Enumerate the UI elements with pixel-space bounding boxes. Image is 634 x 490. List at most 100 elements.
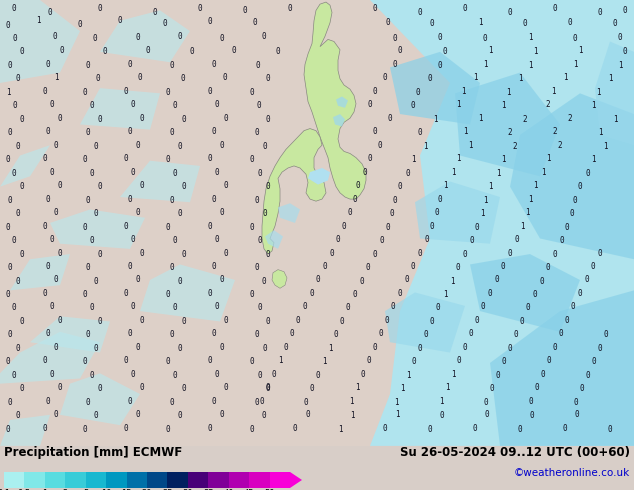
Text: 1: 1 [591,101,595,110]
Text: 0: 0 [89,169,94,178]
Text: 0: 0 [182,317,186,326]
Text: 1: 1 [411,155,415,164]
Text: 0: 0 [437,61,443,70]
Bar [45,472,65,488]
Text: 0: 0 [385,316,389,325]
Polygon shape [385,293,465,353]
Text: 0: 0 [266,74,270,83]
Text: 1: 1 [501,155,505,164]
Text: 1: 1 [349,397,353,406]
Text: 0: 0 [295,316,301,325]
Text: 0: 0 [223,74,228,82]
Text: 0: 0 [103,48,107,56]
Polygon shape [308,168,330,185]
Text: 0: 0 [163,19,167,28]
Text: 0: 0 [262,32,266,41]
Text: 0: 0 [501,262,505,271]
Polygon shape [262,128,326,254]
Text: 0: 0 [250,155,254,164]
Text: 0: 0 [411,262,415,271]
Text: 0: 0 [224,114,228,122]
Text: 0: 0 [411,357,417,367]
Text: 0: 0 [518,425,522,434]
Text: 0: 0 [131,370,135,379]
Text: 0: 0 [8,398,12,407]
Text: 0: 0 [53,32,57,41]
Text: 35: 35 [203,489,214,490]
Text: 2: 2 [63,489,68,490]
Bar [229,472,249,488]
Text: 0: 0 [430,317,434,326]
Text: 0: 0 [591,262,595,271]
Text: 0: 0 [340,317,344,326]
Text: 0: 0 [579,384,585,393]
Text: 0: 0 [208,154,212,163]
Text: 0: 0 [86,398,90,407]
Text: 1: 1 [607,74,612,83]
Bar [167,472,188,488]
Text: 0: 0 [224,316,228,325]
Text: 0: 0 [456,263,460,272]
Text: 0: 0 [541,370,545,379]
Text: 0: 0 [136,410,140,419]
Text: 0: 0 [178,142,183,151]
Text: 0: 0 [58,114,62,122]
Text: 0: 0 [208,221,212,231]
Text: 0: 0 [8,196,12,205]
Text: 1: 1 [591,155,595,164]
Text: 1: 1 [350,411,354,420]
Text: 0: 0 [42,356,48,366]
Polygon shape [455,73,560,176]
Text: 0: 0 [250,290,254,299]
Text: 0: 0 [131,302,135,312]
Text: 0: 0 [82,155,87,164]
Text: 0: 0 [98,4,102,13]
Text: 1: 1 [477,114,482,122]
Text: 1: 1 [496,169,500,178]
Text: 0: 0 [82,425,87,434]
Text: 0: 0 [266,182,270,191]
Text: 0: 0 [46,262,50,271]
Text: 0: 0 [380,236,384,245]
Text: 0: 0 [573,34,578,43]
Text: 0: 0 [578,289,582,298]
Text: 0: 0 [508,8,512,17]
Text: 0: 0 [342,221,346,231]
Text: 0: 0 [366,263,370,272]
Text: 0.5: 0.5 [18,489,31,490]
Text: 0: 0 [406,169,410,178]
Text: 10: 10 [101,489,112,490]
Text: 0: 0 [373,127,377,136]
Text: 0: 0 [378,141,382,149]
Text: 0: 0 [89,101,94,110]
Text: 0: 0 [165,88,171,97]
Text: 0: 0 [425,235,429,244]
Text: 0: 0 [54,410,58,419]
Text: 0: 0 [98,115,102,124]
Text: 1: 1 [278,356,282,366]
Text: 0: 0 [131,168,135,176]
Text: 0: 0 [6,290,10,299]
Text: 0: 0 [16,276,20,286]
Polygon shape [304,2,366,199]
Text: 0: 0 [428,425,432,434]
Text: 0: 0 [398,289,403,298]
Text: 0: 0 [481,302,485,312]
Text: 0: 0 [42,221,48,231]
Text: 0: 0 [178,411,183,420]
Polygon shape [272,270,287,288]
Text: 0: 0 [136,343,140,352]
Text: 0: 0 [46,195,50,204]
Text: 0: 0 [6,222,10,232]
Text: 0: 0 [383,424,387,433]
Text: 0: 0 [215,302,219,312]
Text: 0: 0 [20,249,24,259]
Text: 0: 0 [16,344,20,353]
Text: 0: 0 [533,290,537,299]
Text: 0: 0 [304,398,308,407]
Text: 0: 0 [598,8,602,17]
Text: 0: 0 [560,236,564,245]
Text: 1: 1 [468,141,472,149]
Text: 0: 0 [266,317,270,326]
Text: 0: 0 [212,262,216,271]
